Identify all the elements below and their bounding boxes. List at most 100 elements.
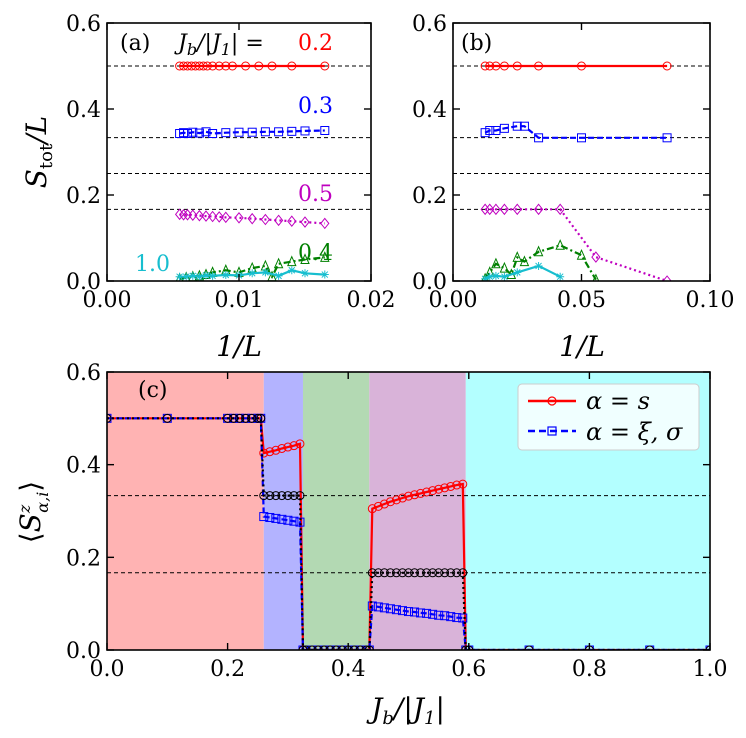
series-line-3 (484, 244, 597, 281)
x-tick-label: 0.01 (215, 288, 264, 313)
data-point (214, 211, 224, 223)
x-tick-label: 0.8 (572, 657, 607, 682)
data-point (195, 272, 204, 281)
data-point (577, 133, 586, 143)
data-point (534, 133, 544, 143)
data-point (591, 251, 601, 263)
data-point (576, 248, 587, 260)
plot-frame (106, 371, 711, 651)
data-point (221, 270, 230, 279)
y-tick-label: 0.0 (412, 270, 447, 295)
data-point (379, 499, 389, 509)
x-tick-label: 0.10 (686, 288, 735, 313)
data-point (391, 568, 401, 578)
data-point (198, 61, 208, 71)
data-point (428, 486, 438, 496)
data-point (283, 491, 293, 501)
y-tick-label: 0.6 (66, 361, 101, 386)
data-point (235, 413, 245, 423)
x-tick-label: 0.6 (451, 657, 486, 682)
series-line-2 (179, 213, 325, 225)
data-point (452, 613, 462, 623)
data-point (227, 61, 237, 71)
x-tick-label: 0.4 (331, 657, 366, 682)
data-point (259, 448, 269, 458)
data-point (287, 215, 297, 228)
series-line-1 (179, 129, 325, 135)
data-point (533, 245, 544, 257)
data-point (289, 441, 299, 451)
y-tick-label: 0.2 (66, 546, 101, 571)
data-point (385, 568, 395, 578)
data-point (422, 608, 432, 618)
data-point (446, 612, 456, 622)
panel-a-axes: 0.00 0.01 0.02 0.0 0.2 0.4 0.6 (66, 12, 395, 313)
data-point (367, 601, 377, 611)
data-point (385, 604, 395, 614)
data-point (277, 514, 287, 524)
data-point (223, 413, 233, 423)
data-point (260, 213, 271, 226)
data-point (295, 517, 305, 527)
data-point (485, 272, 494, 281)
data-point (273, 214, 284, 227)
data-point (410, 607, 420, 617)
data-point (277, 491, 287, 501)
data-point (499, 123, 509, 133)
data-point (662, 275, 672, 281)
data-point (283, 515, 293, 525)
data-point (361, 645, 371, 650)
data-point (208, 129, 218, 139)
data-point (234, 127, 244, 137)
data-point (422, 487, 432, 497)
data-point (307, 645, 317, 650)
data-point (283, 442, 293, 452)
panel-b: 0.00 0.05 0.10 0.0 0.2 0.4 0.6 (b) (412, 12, 734, 313)
series-label-1-0: 1.0 (135, 252, 170, 277)
data-point (208, 61, 218, 71)
data-point (434, 568, 444, 578)
data-point (178, 208, 189, 221)
x-tick-label: 0.05 (557, 288, 606, 313)
data-point (201, 127, 211, 137)
data-point (265, 491, 275, 501)
data-point (320, 270, 329, 279)
series-line-2 (485, 208, 668, 281)
data-point (397, 493, 407, 503)
data-point (207, 210, 218, 223)
data-point (325, 645, 335, 650)
data-point (379, 603, 389, 613)
data-point (367, 568, 377, 578)
data-point (208, 271, 217, 280)
data-point (373, 501, 383, 511)
data-point (485, 61, 495, 71)
panel-c: 0.0 0.2 0.4 0.6 0.8 1.0 0.0 0.2 0.4 0.6 (c) α = s… (66, 361, 728, 682)
y-tick-label: 0.4 (66, 454, 101, 479)
phase-region-1 (263, 372, 303, 650)
data-point (499, 203, 510, 216)
data-point (519, 121, 529, 131)
data-point (229, 413, 239, 423)
data-point (254, 61, 264, 71)
data-point (404, 607, 413, 617)
y-tick-label: 0.0 (66, 639, 101, 664)
data-point (277, 443, 287, 453)
data-point (391, 605, 401, 615)
data-point (485, 203, 495, 216)
data-point (259, 512, 269, 522)
phase-region-0 (107, 372, 264, 650)
data-point (404, 491, 413, 501)
data-point (331, 645, 341, 650)
data-point (271, 513, 281, 523)
data-point (287, 266, 296, 275)
legend-marker-s (547, 396, 557, 406)
data-point (271, 445, 281, 455)
legend: α = s α = ξ, σ (517, 383, 700, 451)
data-point (410, 490, 420, 500)
data-point (261, 268, 270, 277)
data-point (247, 212, 257, 225)
data-point (194, 128, 204, 138)
data-point (480, 61, 490, 71)
data-point (434, 610, 444, 620)
data-point (273, 257, 284, 269)
